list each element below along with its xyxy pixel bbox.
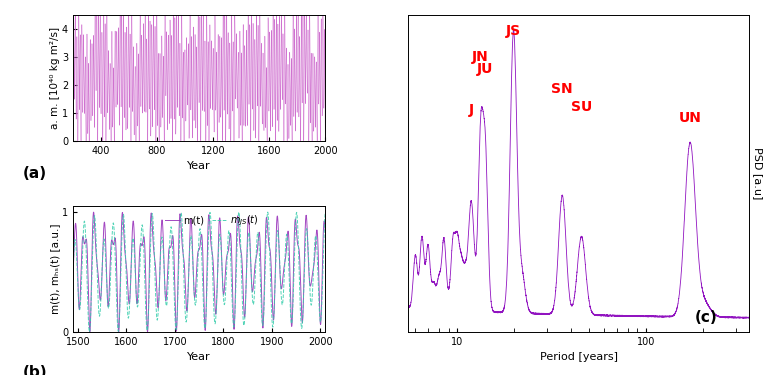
- $m_{JS}(t)$: [234, 210, 243, 214]
- Y-axis label: PSD [a.u]: PSD [a.u]: [753, 147, 763, 200]
- Y-axis label: m(t), mₕₛ(t) [a.u.]: m(t), mₕₛ(t) [a.u.]: [51, 224, 61, 314]
- $m_{JS}(t)$: [165, 248, 174, 253]
- m(t): [68, 276, 78, 280]
- Text: SU: SU: [571, 100, 592, 114]
- Y-axis label: a. m. [10⁴⁰ kg m²/s]: a. m. [10⁴⁰ kg m²/s]: [51, 27, 61, 129]
- Text: UN: UN: [679, 111, 701, 126]
- Line: $m_{JS}(t)$: $m_{JS}(t)$: [73, 212, 325, 332]
- Text: J: J: [469, 103, 474, 117]
- m(t): [233, 219, 242, 224]
- X-axis label: Year: Year: [187, 161, 211, 171]
- m(t): [320, 229, 329, 233]
- m(t): [165, 245, 174, 249]
- Text: JN: JN: [472, 50, 489, 64]
- m(t): [89, 210, 98, 214]
- Text: JS: JS: [506, 24, 521, 38]
- m(t): [114, 329, 124, 333]
- Text: SN: SN: [551, 82, 573, 96]
- X-axis label: Year: Year: [187, 352, 211, 362]
- m(t): [257, 283, 266, 287]
- Line: m(t): m(t): [73, 212, 325, 332]
- Legend: m(t), $m_{JS}(t)$: m(t), $m_{JS}(t)$: [161, 210, 263, 232]
- m(t): [114, 330, 124, 334]
- $m_{JS}(t)$: [257, 305, 266, 310]
- m(t): [220, 287, 229, 292]
- $m_{JS}(t)$: [114, 326, 124, 330]
- Text: (b): (b): [22, 365, 47, 375]
- Text: JU: JU: [477, 62, 494, 76]
- $m_{JS}(t)$: [276, 279, 285, 283]
- m(t): [276, 280, 285, 284]
- X-axis label: Period [years]: Period [years]: [539, 352, 617, 362]
- Text: (c): (c): [694, 310, 717, 326]
- $m_{JS}(t)$: [84, 330, 94, 334]
- Text: (a): (a): [22, 166, 47, 182]
- $m_{JS}(t)$: [320, 211, 329, 216]
- $m_{JS}(t)$: [68, 271, 78, 275]
- $m_{JS}(t)$: [233, 242, 242, 247]
- $m_{JS}(t)$: [220, 302, 229, 307]
